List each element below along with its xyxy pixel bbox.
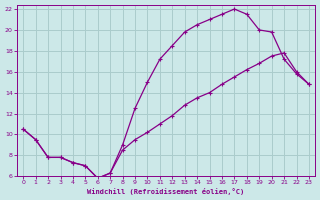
X-axis label: Windchill (Refroidissement éolien,°C): Windchill (Refroidissement éolien,°C) [87,188,245,195]
